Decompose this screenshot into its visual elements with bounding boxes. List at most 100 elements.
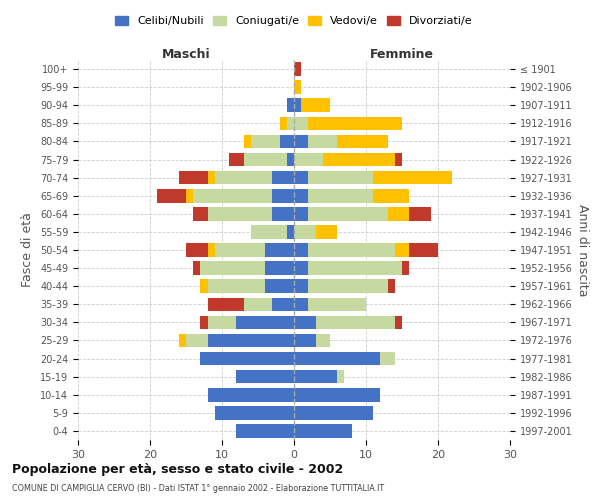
Bar xyxy=(280,116,287,130)
Bar xyxy=(208,207,272,220)
Bar xyxy=(215,243,265,257)
Bar xyxy=(272,298,294,311)
Bar xyxy=(244,134,251,148)
Bar xyxy=(294,406,373,419)
Bar xyxy=(294,424,352,438)
Bar xyxy=(395,152,402,166)
Bar xyxy=(236,424,294,438)
Bar xyxy=(294,152,323,166)
Bar xyxy=(337,134,388,148)
Bar xyxy=(179,334,186,347)
Bar xyxy=(294,116,308,130)
Text: Popolazione per età, sesso e stato civile - 2002: Popolazione per età, sesso e stato civil… xyxy=(12,462,343,475)
Bar xyxy=(402,262,409,275)
Bar xyxy=(301,98,330,112)
Bar xyxy=(294,98,301,112)
Bar xyxy=(308,189,373,202)
Bar xyxy=(186,189,193,202)
Bar xyxy=(200,316,208,329)
Bar xyxy=(294,370,337,384)
Bar xyxy=(294,62,301,76)
Bar xyxy=(294,225,316,238)
Bar xyxy=(316,316,395,329)
Bar xyxy=(265,243,294,257)
Bar xyxy=(193,262,200,275)
Text: Maschi: Maschi xyxy=(161,48,211,61)
Y-axis label: Anni di nascita: Anni di nascita xyxy=(576,204,589,296)
Bar xyxy=(272,189,294,202)
Text: Femmine: Femmine xyxy=(370,48,434,61)
Bar xyxy=(236,316,294,329)
Bar xyxy=(215,171,272,184)
Bar xyxy=(388,207,409,220)
Bar xyxy=(157,189,186,202)
Bar xyxy=(200,262,265,275)
Bar xyxy=(244,152,287,166)
Bar xyxy=(208,280,265,293)
Bar xyxy=(179,171,208,184)
Bar xyxy=(373,171,452,184)
Bar xyxy=(308,262,402,275)
Bar xyxy=(337,370,344,384)
Bar xyxy=(294,262,308,275)
Bar xyxy=(200,352,294,366)
Bar xyxy=(186,243,208,257)
Bar xyxy=(308,116,402,130)
Bar xyxy=(294,207,308,220)
Bar xyxy=(294,171,308,184)
Bar xyxy=(236,370,294,384)
Bar xyxy=(294,80,301,94)
Bar xyxy=(409,243,438,257)
Bar xyxy=(308,280,388,293)
Bar xyxy=(193,189,272,202)
Bar xyxy=(294,316,316,329)
Bar xyxy=(409,207,431,220)
Bar xyxy=(395,243,409,257)
Bar xyxy=(251,225,287,238)
Bar xyxy=(294,298,308,311)
Bar xyxy=(294,388,380,402)
Bar xyxy=(244,298,272,311)
Bar xyxy=(373,189,409,202)
Bar xyxy=(287,98,294,112)
Bar xyxy=(208,243,215,257)
Bar xyxy=(316,225,337,238)
Bar xyxy=(294,280,308,293)
Y-axis label: Fasce di età: Fasce di età xyxy=(22,212,34,288)
Bar xyxy=(323,152,395,166)
Bar xyxy=(208,298,244,311)
Bar xyxy=(215,406,294,419)
Bar xyxy=(308,171,373,184)
Bar xyxy=(308,298,366,311)
Bar xyxy=(208,334,294,347)
Bar xyxy=(265,262,294,275)
Bar xyxy=(272,207,294,220)
Bar xyxy=(251,134,280,148)
Bar xyxy=(272,171,294,184)
Bar xyxy=(294,134,308,148)
Bar xyxy=(200,280,208,293)
Legend: Celibi/Nubili, Coniugati/e, Vedovi/e, Divorziati/e: Celibi/Nubili, Coniugati/e, Vedovi/e, Di… xyxy=(112,12,476,29)
Bar xyxy=(208,171,215,184)
Bar xyxy=(186,334,208,347)
Bar xyxy=(388,280,395,293)
Bar xyxy=(287,116,294,130)
Bar xyxy=(395,316,402,329)
Bar xyxy=(229,152,244,166)
Bar xyxy=(294,352,380,366)
Bar xyxy=(308,207,388,220)
Bar xyxy=(287,152,294,166)
Bar xyxy=(208,388,294,402)
Bar xyxy=(287,225,294,238)
Bar xyxy=(380,352,395,366)
Bar xyxy=(193,207,208,220)
Bar xyxy=(316,334,330,347)
Text: COMUNE DI CAMPIGLIA CERVO (BI) - Dati ISTAT 1° gennaio 2002 - Elaborazione TUTTI: COMUNE DI CAMPIGLIA CERVO (BI) - Dati IS… xyxy=(12,484,384,493)
Bar xyxy=(308,134,337,148)
Bar xyxy=(280,134,294,148)
Bar xyxy=(294,243,308,257)
Bar xyxy=(308,243,395,257)
Bar xyxy=(294,334,316,347)
Bar xyxy=(294,189,308,202)
Bar xyxy=(208,316,236,329)
